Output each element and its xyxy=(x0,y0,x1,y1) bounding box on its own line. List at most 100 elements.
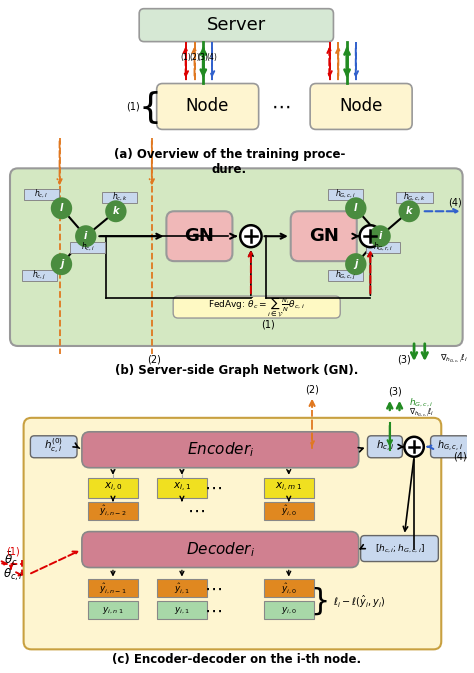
Bar xyxy=(102,192,137,203)
Text: (4): (4) xyxy=(453,452,466,462)
Text: (2): (2) xyxy=(305,385,319,395)
Text: $\hat{y}_{i,1}$: $\hat{y}_{i,1}$ xyxy=(174,581,190,596)
Text: (1): (1) xyxy=(181,53,191,62)
Text: $y_{i,n\ 1}$: $y_{i,n\ 1}$ xyxy=(102,605,124,616)
FancyBboxPatch shape xyxy=(361,536,438,561)
Text: $\bar{\theta}_c$: $\bar{\theta}_c$ xyxy=(4,551,18,568)
FancyBboxPatch shape xyxy=(24,418,441,649)
Circle shape xyxy=(360,225,381,247)
Text: $Decoder_i$: $Decoder_i$ xyxy=(186,540,255,559)
Bar xyxy=(264,478,314,497)
Text: $[h_{c,i}; h_{G,c,i}]$: $[h_{c,i}; h_{G,c,i}]$ xyxy=(374,542,424,555)
Circle shape xyxy=(105,201,127,222)
Bar xyxy=(396,192,432,203)
Circle shape xyxy=(345,197,366,219)
Text: $x_{i,0}$: $x_{i,0}$ xyxy=(104,481,122,494)
Text: $\theta_{c,i}$: $\theta_{c,i}$ xyxy=(3,566,23,583)
Text: $h_{c,i}^{(0)}$: $h_{c,i}^{(0)}$ xyxy=(44,437,63,456)
Circle shape xyxy=(369,225,391,247)
Text: (1): (1) xyxy=(262,319,275,329)
Text: $\cdots$: $\cdots$ xyxy=(272,97,291,116)
Text: $\hat{y}_{i,0}$: $\hat{y}_{i,0}$ xyxy=(281,581,297,596)
Text: $\cdots$: $\cdots$ xyxy=(204,602,222,619)
Text: (1): (1) xyxy=(6,546,20,557)
Bar xyxy=(264,602,314,619)
Circle shape xyxy=(404,437,424,457)
FancyBboxPatch shape xyxy=(367,436,402,458)
Bar xyxy=(157,602,207,619)
Circle shape xyxy=(51,197,72,219)
Text: $h_{c,i}$: $h_{c,i}$ xyxy=(376,439,394,454)
Bar xyxy=(70,242,105,252)
Text: i: i xyxy=(84,232,88,241)
Text: $h_{G,c,j}$: $h_{G,c,j}$ xyxy=(335,269,356,282)
Bar xyxy=(22,270,56,281)
Text: (2): (2) xyxy=(147,355,161,365)
Text: Node: Node xyxy=(339,98,383,116)
Bar xyxy=(264,579,314,598)
Text: $\hat{y}_{i,n-1}$: $\hat{y}_{i,n-1}$ xyxy=(99,581,127,596)
FancyBboxPatch shape xyxy=(157,83,259,129)
Text: {: { xyxy=(138,92,161,125)
Text: $\cdots$: $\cdots$ xyxy=(187,501,204,520)
Text: j: j xyxy=(60,259,63,269)
Bar xyxy=(328,270,363,281)
FancyBboxPatch shape xyxy=(430,436,469,458)
Text: (4): (4) xyxy=(448,197,462,207)
Text: $h_{G,c,k}$: $h_{G,c,k}$ xyxy=(403,191,425,203)
Text: GN: GN xyxy=(309,227,338,245)
Text: (3): (3) xyxy=(388,387,401,397)
FancyBboxPatch shape xyxy=(10,168,463,346)
Text: $h_{c,k}$: $h_{c,k}$ xyxy=(112,191,128,203)
Bar xyxy=(88,478,138,497)
Circle shape xyxy=(399,201,420,222)
Text: $h_{c,l}$: $h_{c,l}$ xyxy=(34,188,48,201)
Text: $h_{c,i}$: $h_{c,i}$ xyxy=(81,241,95,253)
Bar xyxy=(328,189,363,200)
Circle shape xyxy=(75,225,96,247)
Text: }: } xyxy=(310,587,329,616)
Text: $\nabla_{h_{G,c,i}} \ell_i$: $\nabla_{h_{G,c,i}} \ell_i$ xyxy=(440,353,468,365)
Text: $\hat{y}_{i,0}$: $\hat{y}_{i,0}$ xyxy=(281,503,297,518)
Bar xyxy=(157,478,207,497)
Bar xyxy=(365,242,401,252)
Circle shape xyxy=(345,253,366,275)
Text: $\cdots$: $\cdots$ xyxy=(204,479,222,497)
Text: $y_{i,0}$: $y_{i,0}$ xyxy=(281,605,297,616)
Text: FedAvg: $\bar{\theta}_c = \sum_{i \in \mathcal{V}} \frac{N_i}{N} \theta_{c,i}$: FedAvg: $\bar{\theta}_c = \sum_{i \in \m… xyxy=(209,295,305,319)
Text: j: j xyxy=(354,259,357,269)
Text: i: i xyxy=(378,232,382,241)
FancyBboxPatch shape xyxy=(291,211,357,261)
Text: (3): (3) xyxy=(398,355,411,365)
Text: $h_{G,r,i}$: $h_{G,r,i}$ xyxy=(373,241,393,253)
Text: $\nabla_{h_{G,c,i}} \ell_i$: $\nabla_{h_{G,c,i}} \ell_i$ xyxy=(409,406,435,419)
Text: $\hat{y}_{i,n-2}$: $\hat{y}_{i,n-2}$ xyxy=(99,503,127,518)
Text: $\cdots$: $\cdots$ xyxy=(204,579,222,598)
Text: (b) Server-side Graph Network (GN).: (b) Server-side Graph Network (GN). xyxy=(115,364,358,378)
FancyBboxPatch shape xyxy=(310,83,412,129)
FancyBboxPatch shape xyxy=(173,296,340,318)
Text: Server: Server xyxy=(207,16,266,34)
Text: (c) Encoder-decoder on the i-th node.: (c) Encoder-decoder on the i-th node. xyxy=(112,653,361,666)
Text: $x_{i,m\ 1}$: $x_{i,m\ 1}$ xyxy=(275,481,302,494)
Text: GN: GN xyxy=(184,227,214,245)
Circle shape xyxy=(240,225,262,247)
Bar xyxy=(264,501,314,520)
Text: $x_{i,1}$: $x_{i,1}$ xyxy=(173,481,191,494)
FancyBboxPatch shape xyxy=(166,211,232,261)
Text: k: k xyxy=(406,206,412,216)
Text: (3): (3) xyxy=(198,53,209,62)
Text: $\ell_i - \ell(\hat{y}_i, y_i)$: $\ell_i - \ell(\hat{y}_i, y_i)$ xyxy=(333,594,385,610)
Bar xyxy=(157,579,207,598)
Circle shape xyxy=(51,253,72,275)
Text: (2): (2) xyxy=(189,53,200,62)
FancyBboxPatch shape xyxy=(82,432,359,468)
Bar xyxy=(88,579,138,598)
FancyBboxPatch shape xyxy=(82,532,359,567)
Text: $y_{i,1}$: $y_{i,1}$ xyxy=(174,605,190,616)
Text: $h_{G,c,i}$: $h_{G,c,i}$ xyxy=(409,396,433,409)
Text: $h_{c,j}$: $h_{c,j}$ xyxy=(32,269,46,282)
FancyBboxPatch shape xyxy=(139,9,333,42)
Text: k: k xyxy=(113,206,119,216)
Text: (a) Overview of the training proce-
dure.: (a) Overview of the training proce- dure… xyxy=(114,148,345,176)
